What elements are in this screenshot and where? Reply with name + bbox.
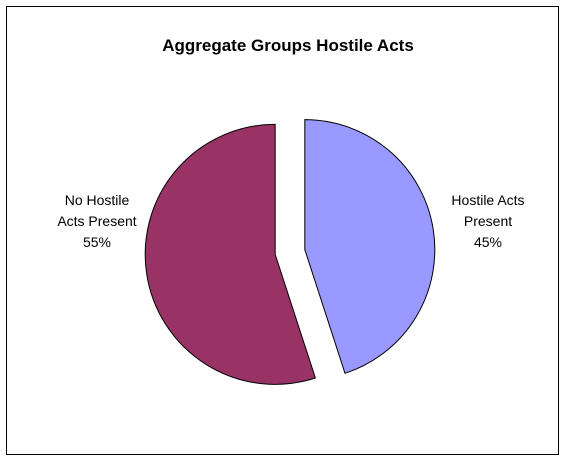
- slice-label-2: No Hostile Acts Present 55%: [57, 192, 136, 250]
- pie-slice-2: [144, 123, 316, 385]
- chart-title: Aggregate Groups Hostile Acts: [162, 36, 414, 55]
- slice-label-line: Acts Present: [57, 213, 136, 229]
- slice-label-line: Present: [464, 213, 512, 229]
- slice-label-line: Hostile Acts: [451, 192, 524, 208]
- slice-label-1: Hostile Acts Present 45%: [451, 192, 524, 250]
- slice-label-line: No Hostile: [65, 192, 130, 208]
- pie-slices: [144, 119, 436, 385]
- slice-label-line: 45%: [474, 234, 502, 250]
- pie-slice-1: [304, 119, 436, 374]
- slice-label-line: 55%: [83, 234, 111, 250]
- pie-labels: Hostile Acts Present 45% No Hostile Acts Pre…: [57, 192, 524, 250]
